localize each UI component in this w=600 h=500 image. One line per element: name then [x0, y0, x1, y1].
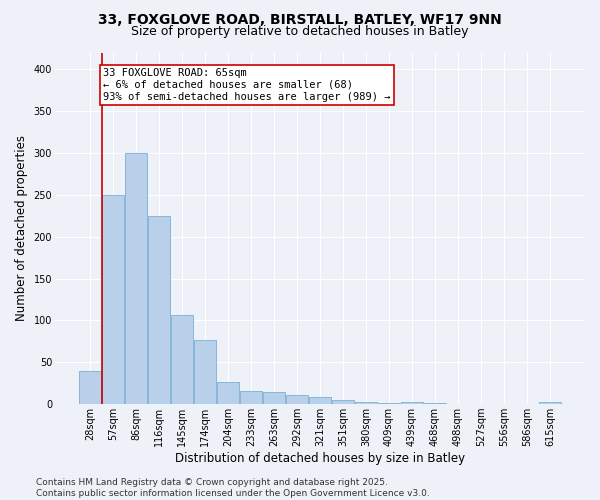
- Y-axis label: Number of detached properties: Number of detached properties: [15, 136, 28, 322]
- Bar: [309, 398, 331, 404]
- Bar: [79, 370, 101, 404]
- Text: 33, FOXGLOVE ROAD, BIRSTALL, BATLEY, WF17 9NN: 33, FOXGLOVE ROAD, BIRSTALL, BATLEY, WF1…: [98, 12, 502, 26]
- Text: Size of property relative to detached houses in Batley: Size of property relative to detached ho…: [131, 25, 469, 38]
- Bar: [217, 382, 239, 404]
- X-axis label: Distribution of detached houses by size in Batley: Distribution of detached houses by size …: [175, 452, 465, 465]
- Bar: [102, 195, 124, 404]
- Bar: [125, 153, 147, 404]
- Bar: [171, 314, 193, 404]
- Bar: [194, 340, 216, 404]
- Bar: [148, 216, 170, 404]
- Bar: [286, 395, 308, 404]
- Bar: [355, 402, 377, 404]
- Bar: [263, 392, 285, 404]
- Text: 33 FOXGLOVE ROAD: 65sqm
← 6% of detached houses are smaller (68)
93% of semi-det: 33 FOXGLOVE ROAD: 65sqm ← 6% of detached…: [103, 68, 391, 102]
- Bar: [332, 400, 354, 404]
- Text: Contains HM Land Registry data © Crown copyright and database right 2025.
Contai: Contains HM Land Registry data © Crown c…: [36, 478, 430, 498]
- Bar: [401, 402, 423, 404]
- Bar: [539, 402, 561, 404]
- Bar: [240, 391, 262, 404]
